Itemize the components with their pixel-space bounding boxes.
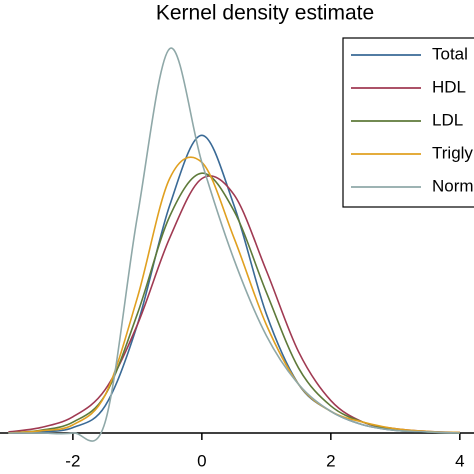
legend-label: HDL [432, 77, 466, 96]
legend-label: Norm [432, 176, 474, 195]
series-line [8, 156, 460, 434]
series-line [8, 172, 460, 434]
chart-title: Kernel density estimate [156, 2, 374, 25]
x-tick-label: 2 [326, 451, 335, 470]
x-tick-label: 4 [455, 451, 464, 470]
series-line [8, 175, 460, 434]
legend-box [342, 37, 474, 208]
series-line [8, 47, 460, 442]
x-tick-label: 0 [197, 451, 206, 470]
x-tick-label: -2 [65, 451, 80, 470]
legend-label: Total [432, 44, 468, 63]
legend-label: LDL [432, 110, 463, 129]
legend-label: Trigly [432, 143, 473, 162]
